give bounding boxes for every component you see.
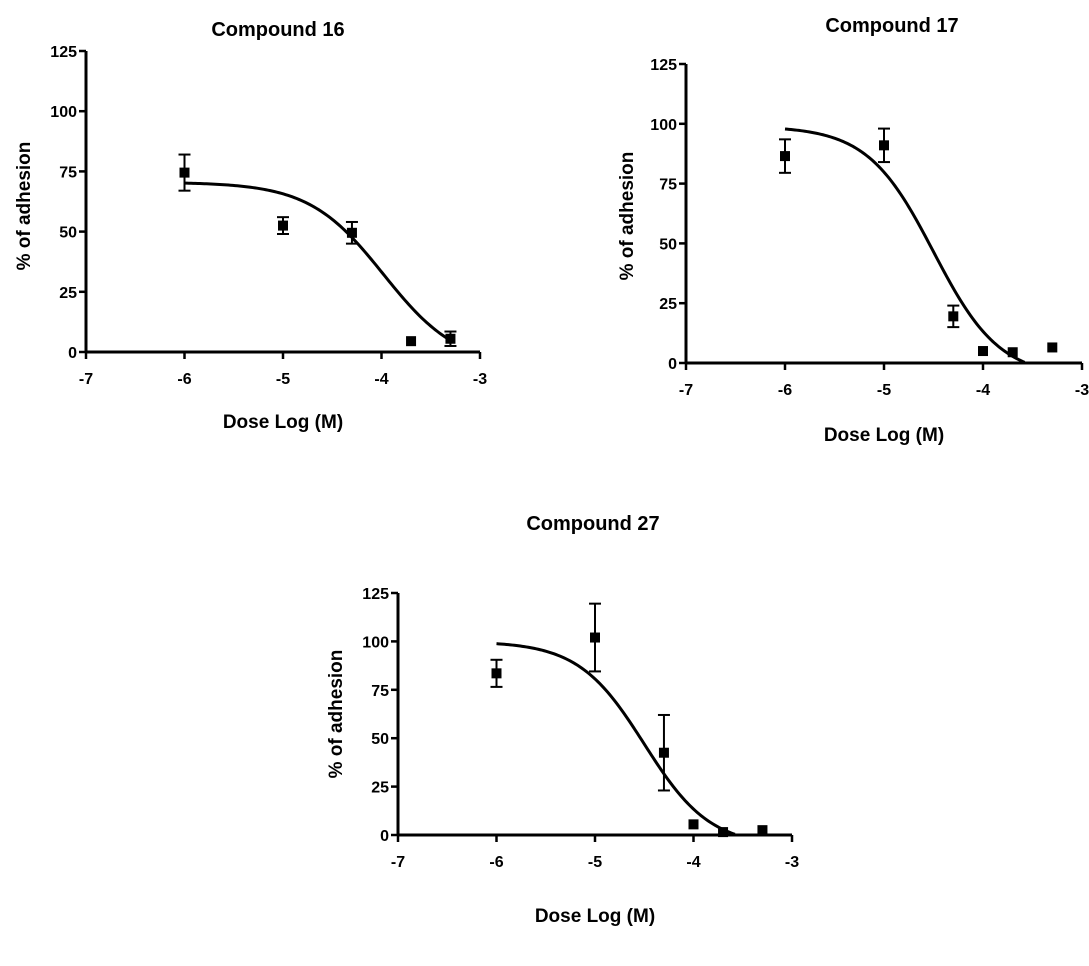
x-tick-label: -4 (976, 382, 990, 399)
x-tick-label: -4 (374, 371, 388, 388)
y-tick-label: 25 (59, 285, 77, 302)
chart-2: Compound 17 0 25 50 75 100 125 -7 -6 -5 -4 -3 Dose L… (617, 15, 1089, 446)
data-point (948, 311, 959, 322)
x-axis-label: Dose Log (M) (535, 906, 655, 927)
chart-title: Compound 16 (211, 19, 344, 41)
x-tick-label: -5 (588, 854, 602, 871)
x-tick-label: -5 (877, 382, 891, 399)
chart-title: Compound 17 (825, 15, 958, 37)
y-tick-label: 125 (650, 57, 677, 74)
data-point (346, 227, 357, 238)
x-tick-label: -3 (1075, 382, 1089, 399)
y-tick-label: 75 (59, 164, 77, 181)
y-tick-label: 125 (362, 586, 389, 603)
fit-curve (784, 127, 1026, 364)
x-tick-label: -3 (473, 371, 487, 388)
x-tick-label: -7 (679, 382, 693, 399)
chart-title: Compound 27 (526, 513, 659, 535)
x-tick-label: -3 (785, 854, 799, 871)
data-point (879, 140, 889, 151)
y-tick-label: 100 (650, 117, 677, 134)
data-point (718, 827, 729, 838)
chart-1: Compound 16 0 25 50 75 100 125 -7 -6 -5 -4 -3 Dose L… (14, 19, 487, 433)
y-axis-label: % of adhesion (14, 142, 35, 271)
y-tick-label: 75 (371, 683, 389, 700)
x-tick-label: -6 (489, 854, 503, 871)
data-point (688, 819, 699, 830)
data-point (406, 336, 417, 347)
data-point (445, 333, 456, 344)
data-point (658, 747, 669, 758)
x-tick-label: -7 (391, 854, 405, 871)
data-point (780, 151, 790, 162)
x-tick-label: -5 (276, 371, 290, 388)
y-tick-label: 0 (68, 345, 77, 362)
data-point (757, 825, 768, 836)
y-tick-label: 25 (659, 296, 677, 313)
y-tick-label: 100 (50, 104, 77, 121)
x-tick-label: -6 (177, 371, 191, 388)
y-tick-label: 0 (380, 828, 389, 845)
data-point (590, 632, 600, 643)
data-point (978, 346, 988, 357)
y-tick-label: 50 (659, 236, 677, 253)
x-axis-label: Dose Log (M) (223, 412, 343, 433)
x-tick-label: -7 (79, 371, 93, 388)
y-tick-label: 75 (659, 177, 677, 194)
x-tick-label: -4 (686, 854, 700, 871)
x-tick-label: -6 (778, 382, 792, 399)
y-tick-label: 0 (668, 356, 677, 373)
fit-curve (184, 181, 450, 341)
data-point (1007, 347, 1018, 358)
data-point (491, 668, 502, 679)
y-tick-label: 50 (59, 225, 77, 242)
fit-curve (496, 642, 736, 836)
y-axis-label: % of adhesion (326, 650, 347, 779)
data-point (278, 220, 288, 231)
y-tick-label: 50 (371, 731, 389, 748)
y-tick-label: 25 (371, 780, 389, 797)
chart-3: Compound 27 0 25 50 75 100 125 -7 -6 -5 -4 -3 Dose L… (326, 513, 799, 927)
x-axis-label: Dose Log (M) (824, 425, 944, 446)
y-tick-label: 125 (50, 44, 77, 61)
y-tick-label: 100 (362, 634, 389, 651)
data-point (1047, 342, 1058, 353)
y-axis-label: % of adhesion (617, 152, 638, 281)
data-point (179, 167, 190, 178)
